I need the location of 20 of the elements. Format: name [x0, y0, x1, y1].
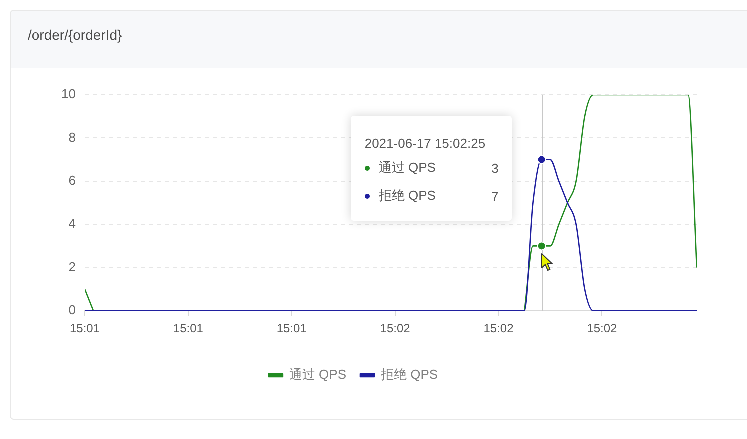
x-tick-label: 15:02 — [380, 322, 411, 336]
legend-label: 拒绝 QPS — [380, 367, 438, 382]
y-tick-label: 2 — [68, 259, 76, 274]
x-tick-label: 15:01 — [276, 322, 308, 336]
annotation: 3 — [492, 160, 499, 176]
x-tick-label: 15:02 — [587, 322, 618, 336]
x-tick-label: 15:01 — [70, 322, 100, 336]
y-tick-label: 8 — [68, 130, 76, 145]
annotation: 通过 QPS — [378, 159, 437, 177]
annotation: 拒绝 QPS — [378, 187, 437, 205]
y-tick-label: 6 — [68, 172, 76, 188]
legend-label: 通过 QPS — [289, 367, 347, 382]
x-tick-label: 15:01 — [173, 322, 204, 336]
y-tick-label: 10 — [62, 86, 76, 102]
annotation: 2021-06-17 15:02:25 — [364, 136, 486, 151]
chart-title: /order/{orderId} — [28, 27, 122, 43]
annotation: 7 — [492, 188, 499, 204]
y-tick-label: 4 — [68, 216, 76, 232]
x-tick-label: 15:02 — [484, 322, 514, 336]
y-tick-label: 0 — [68, 302, 76, 318]
